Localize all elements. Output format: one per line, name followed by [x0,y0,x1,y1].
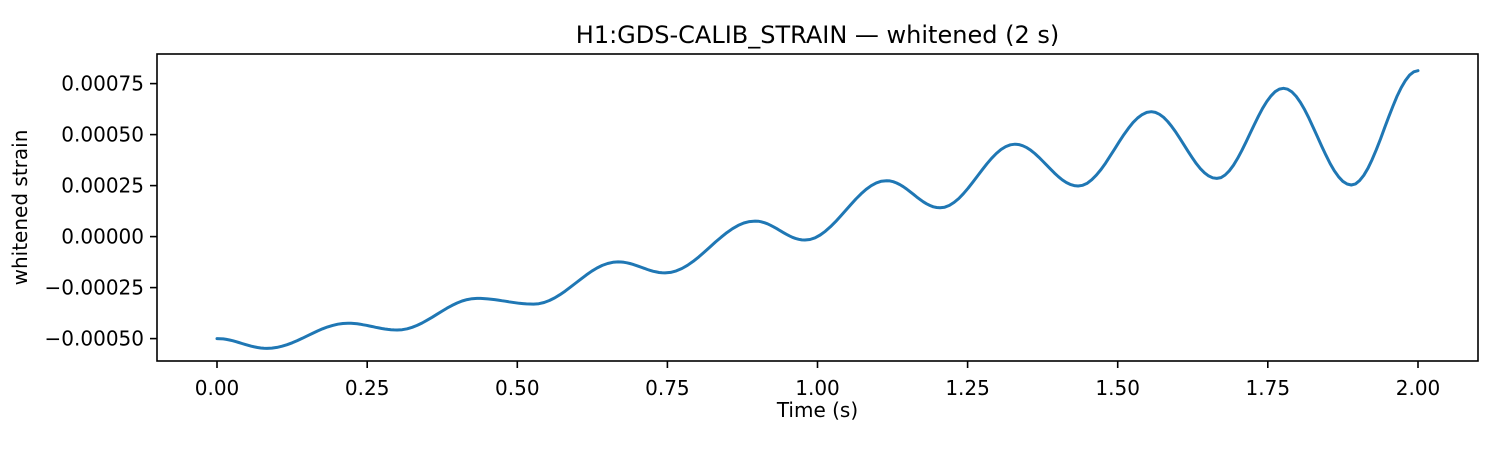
axes-border [156,53,1479,362]
y-tick-label: 0.00075 [61,72,144,96]
x-tick-label: 1.75 [1246,376,1291,400]
y-axis-label: whitened strain [8,130,32,286]
x-axis-label: Time (s) [776,398,858,422]
x-tick-label: 2.00 [1396,376,1441,400]
y-tick-label: 0.00000 [61,225,144,249]
chart-title: H1:GDS-CALIB_STRAIN — whitened (2 s) [576,21,1059,49]
strain-waveform-line [215,69,1420,350]
x-axis-ticks: 0.00 0.25 0.50 0.75 1.00 1.25 1.50 1.75 2.00 [195,361,1441,400]
y-tick-label: −0.00050 [45,327,144,351]
y-tick-label: 0.00025 [61,174,144,198]
x-tick-label: 0.25 [345,376,390,400]
x-tick-label: 0.75 [645,376,690,400]
y-tick-label: 0.00050 [61,123,144,147]
x-tick-label: 1.00 [795,376,840,400]
x-tick-label: 1.50 [1095,376,1140,400]
x-tick-label: 0.00 [195,376,240,400]
y-tick-label: −0.00025 [45,276,144,300]
x-tick-label: 1.25 [945,376,990,400]
y-axis-ticks: 0.00075 0.00050 0.00025 0.00000 −0.00025 −0.0… [45,72,157,351]
x-tick-label: 0.50 [495,376,540,400]
